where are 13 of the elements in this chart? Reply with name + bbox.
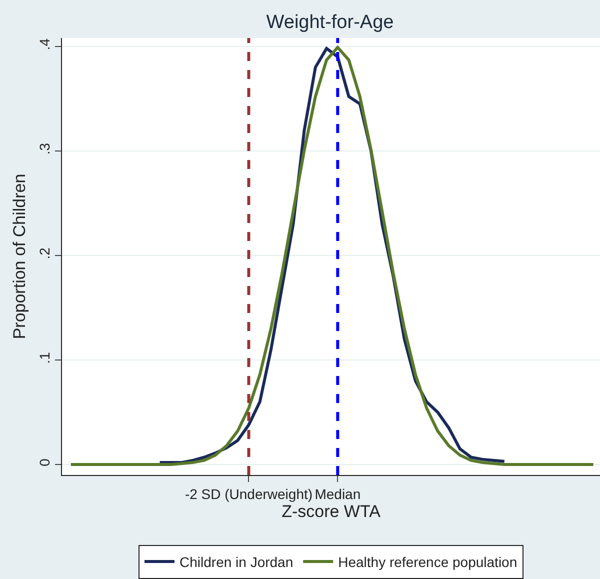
x-axis-title: Z-score WTA (282, 502, 382, 521)
y-tick-label: .2 (36, 247, 52, 260)
y-tick-label: .1 (36, 352, 52, 364)
line-series (69, 46, 595, 466)
x-tick-label: Median (314, 486, 361, 502)
legend-label: Healthy reference population (338, 554, 518, 570)
y-tick-label: 0 (36, 458, 52, 466)
y-axis-title: Proportion of Children (10, 174, 29, 340)
y-tick-label: .3 (36, 142, 52, 155)
x-tick-label: -2 SD (Underweight) (184, 486, 313, 502)
chart-title: Weight-for-Age (266, 12, 394, 33)
legend-label: Children in Jordan (180, 554, 294, 570)
y-tick-label: .4 (36, 38, 52, 50)
